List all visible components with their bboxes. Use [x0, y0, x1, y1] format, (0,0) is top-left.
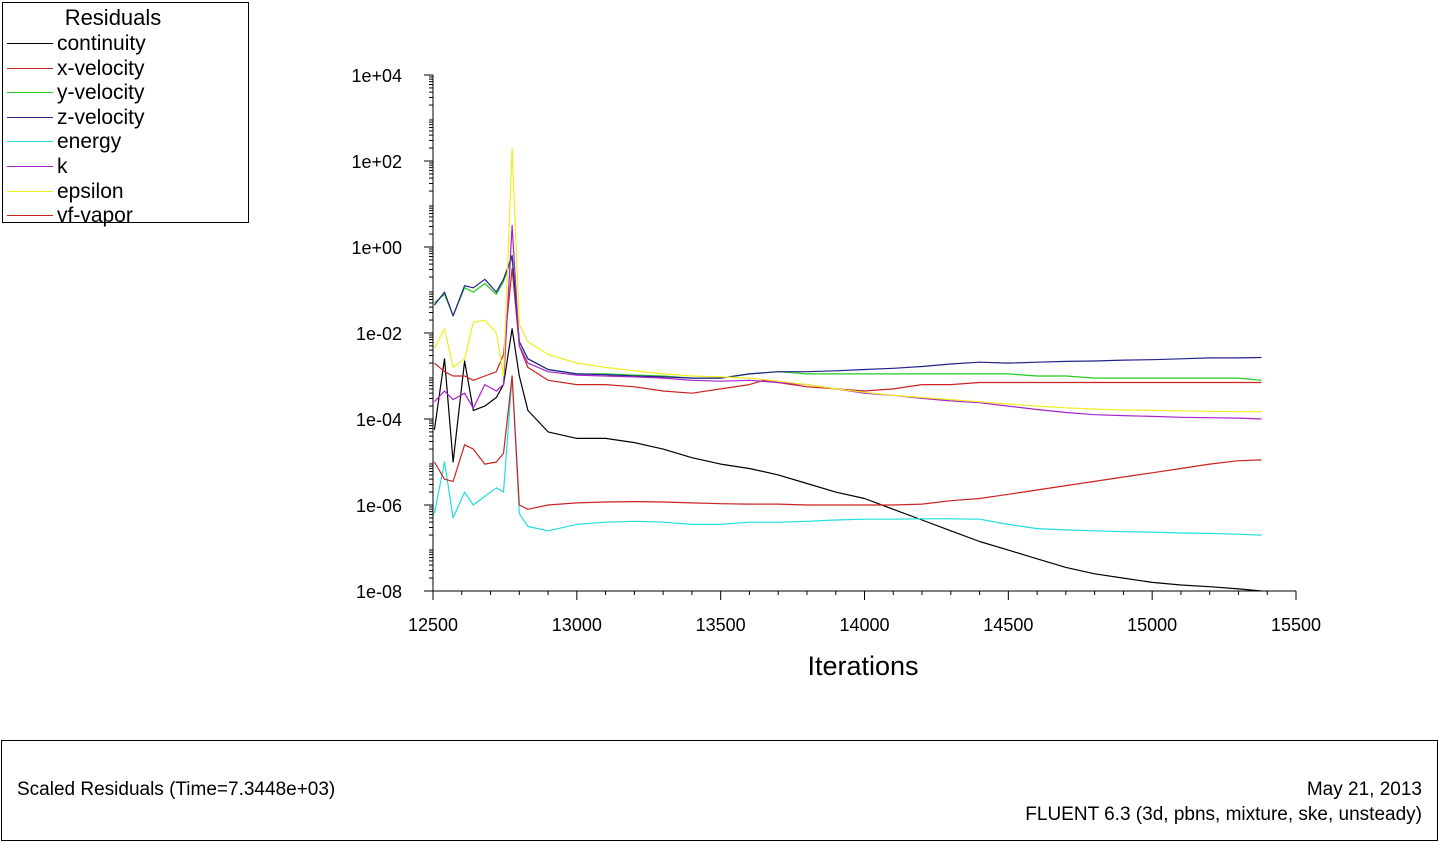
legend-item-energy: energy — [3, 130, 248, 154]
x-tick-label: 14500 — [983, 615, 1033, 635]
x-axis-label: Iterations — [807, 651, 918, 681]
x-tick-label: 15500 — [1271, 615, 1321, 635]
y-tick-label: 1e-06 — [356, 496, 402, 516]
legend-swatch — [7, 43, 53, 44]
x-tick-label: 14000 — [839, 615, 889, 635]
y-tick-label: 1e-04 — [356, 410, 402, 430]
series-line-x-velocity — [434, 267, 1262, 394]
x-tick-label: 15000 — [1127, 615, 1177, 635]
legend-label: k — [57, 155, 68, 178]
legend-label: energy — [57, 130, 122, 154]
series-line-vf-vapor — [433, 375, 1262, 510]
legend-title: Residuals — [64, 5, 162, 30]
legend-swatch — [7, 190, 53, 192]
legend-label: z-velocity — [57, 105, 145, 129]
residuals-chart: 1e+04 1e+02 1e+00 1e-02 1e-04 1e-06 1e-08 12500… — [351, 66, 1321, 681]
y-tick-label: 1e+04 — [351, 66, 402, 86]
legend-label: vf-vapor — [57, 204, 133, 228]
legend-item-continuity: continuity — [3, 32, 248, 56]
series-line-k — [433, 224, 1262, 420]
series-line-z-velocity — [433, 255, 1262, 379]
y-tick-label: 1e-08 — [356, 582, 402, 602]
legend-swatch — [7, 141, 53, 143]
legend-swatch — [7, 215, 53, 217]
legend-label: x-velocity — [57, 56, 145, 80]
footer-panel: Scaled Residuals (Time=7.3448e+03) May 2… — [1, 740, 1438, 841]
footer-solver-info: FLUENT 6.3 (3d, pbns, mixture, ske, unst… — [1025, 804, 1422, 825]
y-tick-label: 1e+02 — [351, 152, 402, 172]
y-tick-label: 1e+00 — [351, 238, 402, 258]
series-line-epsilon — [433, 147, 1262, 413]
footer-description: Scaled Residuals (Time=7.3448e+03) — [17, 779, 336, 800]
legend-item-y-velocity: y-velocity — [3, 81, 248, 105]
legend-swatch — [7, 166, 53, 167]
legend-item-k: k — [3, 155, 248, 179]
footer-date: May 21, 2013 — [1306, 779, 1422, 800]
legend-label: y-velocity — [57, 81, 145, 105]
series-line-energy — [433, 375, 1262, 536]
legend-label: continuity — [57, 32, 146, 55]
series-line-continuity — [433, 328, 1262, 592]
legend-label: epsilon — [57, 179, 124, 203]
x-tick-label: 12500 — [408, 615, 458, 635]
legend: Residuals continuity x-velocity y-velocity… — [2, 2, 249, 227]
chart-ticks: 1e+04 1e+02 1e+00 1e-02 1e-04 1e-06 1e-08 12500… — [351, 66, 1321, 635]
chart-series — [433, 147, 1262, 592]
legend-swatch — [7, 116, 53, 118]
legend-swatch — [7, 67, 53, 69]
y-tick-label: 1e-02 — [356, 324, 402, 344]
chart-axes — [432, 75, 1296, 592]
legend-item-vf-vapor: vf-vapor — [3, 204, 248, 228]
legend-item-epsilon: epsilon — [3, 180, 248, 204]
legend-item-z-velocity: z-velocity — [3, 106, 248, 130]
x-tick-label: 13000 — [552, 615, 602, 635]
series-line-y-velocity — [434, 257, 1262, 381]
legend-item-x-velocity: x-velocity — [3, 57, 248, 81]
legend-swatch — [7, 92, 53, 94]
x-tick-label: 13500 — [696, 615, 746, 635]
